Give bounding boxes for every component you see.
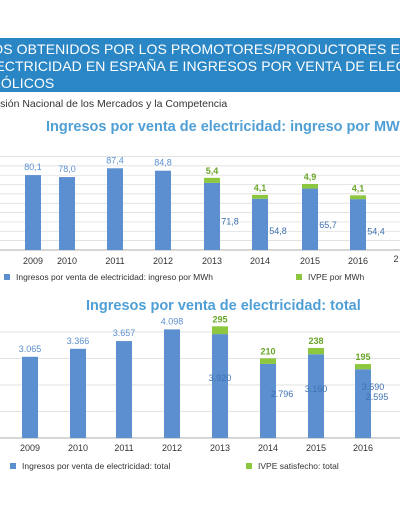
data-label-secondary: 238 [308, 336, 323, 346]
chart-2-legend-primary: Ingresos por venta de electricidad: tota… [10, 461, 170, 471]
bar-primary [164, 329, 180, 438]
bar-secondary [355, 364, 371, 370]
x-tick-label: 2015 [306, 443, 326, 453]
x-tick-label: 2011 [114, 443, 133, 453]
bar-primary [107, 168, 123, 250]
report-banner: DIOS OBTENIDOS POR LOS PROMOTORES/PRODUC… [0, 38, 400, 92]
bar-secondary [350, 195, 366, 200]
legend-label: Ingresos por venta de electricidad: ingr… [16, 272, 214, 282]
data-label-primary: 87,4 [106, 155, 124, 165]
bar-primary [25, 175, 41, 250]
data-label-secondary: 195 [355, 352, 370, 362]
data-label-primary: 71,8 [221, 216, 239, 226]
x-tick-label: 2014 [250, 256, 270, 266]
data-label-primary: 54,4 [367, 226, 385, 236]
x-tick-label: 2015 [300, 256, 320, 266]
data-label-primary: 2.595 [366, 392, 389, 402]
cut-off-label: 2 [393, 254, 398, 264]
data-label-primary: 3.065 [19, 344, 42, 354]
legend-swatch-blue [10, 463, 16, 469]
data-label-primary: 78,0 [58, 164, 76, 174]
legend-label: Ingresos por venta de electricidad: tota… [22, 461, 171, 471]
bar-secondary [302, 183, 318, 189]
data-label-primary: 80,1 [24, 162, 42, 172]
x-tick-label: 2012 [162, 443, 182, 453]
bar-primary [70, 348, 86, 438]
chart-1-legend-secondary: IVPE por MWh [296, 272, 364, 282]
data-label-primary: 3.160 [305, 384, 328, 394]
bar-secondary [260, 358, 276, 364]
data-label-secondary: 210 [260, 346, 275, 356]
chart-1-title: Ingresos por venta de electricidad: ingr… [46, 119, 400, 135]
legend-label: IVPE satisfecho: total [258, 461, 339, 471]
bar-primary [22, 356, 38, 438]
data-label-primary: 3.366 [67, 336, 90, 346]
legend-label: IVPE por MWh [308, 272, 365, 282]
bar-primary [116, 341, 132, 438]
x-tick-label: 2014 [258, 443, 278, 453]
x-tick-label: 2013 [202, 256, 222, 266]
data-label-primary: 2.796 [271, 389, 294, 399]
legend-swatch-green [246, 463, 252, 469]
x-tick-label: 2010 [68, 443, 88, 453]
data-label-primary: 4.098 [161, 316, 184, 326]
bar-primary [355, 369, 371, 438]
data-label-primary: 84,8 [154, 158, 172, 168]
x-tick-label: 2016 [348, 256, 368, 266]
x-tick-label: 2013 [210, 443, 230, 453]
data-label-primary: 65,7 [319, 220, 337, 230]
bar-primary [59, 177, 75, 250]
data-label-primary: 54,8 [269, 226, 287, 236]
bar-primary [308, 354, 324, 438]
bar-secondary [204, 177, 220, 183]
data-label-secondary: 4,1 [352, 183, 365, 193]
bar-secondary [308, 347, 324, 355]
chart-1-legend-primary: Ingresos por venta de electricidad: ingr… [4, 272, 213, 282]
x-tick-label: 2011 [105, 256, 124, 266]
bar-primary [260, 363, 276, 438]
bar-primary [350, 199, 366, 250]
bar-primary [155, 170, 171, 250]
x-tick-label: 2016 [353, 443, 373, 453]
chart-2-title: Ingresos por venta de electricidad: tota… [86, 298, 361, 314]
data-label-primary: 3.920 [209, 373, 232, 383]
chart-2-legend-secondary: IVPE satisfecho: total [246, 461, 339, 471]
cut-off-label: 3.590 [362, 382, 385, 392]
source-note: nisión Nacional de los Mercados y la Com… [0, 98, 228, 110]
bar-primary [302, 188, 318, 250]
data-label-primary: 3.657 [113, 328, 136, 338]
x-tick-label: 2009 [20, 443, 40, 453]
data-label-secondary: 295 [212, 314, 227, 324]
banner-line-2: ELECTRICIDAD EN ESPAÑA E INGRESOS POR VE… [0, 58, 400, 74]
bar-primary [204, 182, 220, 250]
legend-swatch-blue [4, 274, 10, 280]
banner-line-1: DIOS OBTENIDOS POR LOS PROMOTORES/PRODUC… [0, 41, 400, 57]
bar-primary [212, 334, 228, 438]
bar-secondary [252, 194, 268, 199]
data-label-secondary: 5,4 [206, 166, 219, 176]
x-tick-label: 2009 [23, 256, 43, 266]
data-label-secondary: 4,1 [254, 183, 267, 193]
x-tick-label: 2010 [57, 256, 77, 266]
x-tick-label: 2012 [153, 256, 173, 266]
bar-secondary [212, 326, 228, 335]
bar-primary [252, 198, 268, 250]
data-label-secondary: 4,9 [304, 172, 317, 182]
legend-swatch-green [296, 274, 302, 280]
